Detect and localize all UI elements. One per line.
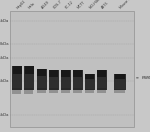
Bar <box>97 70 107 90</box>
Bar <box>73 70 82 90</box>
Bar <box>24 88 33 94</box>
Bar <box>24 66 34 90</box>
Bar <box>114 74 126 90</box>
Bar <box>85 89 94 93</box>
Bar <box>37 69 46 76</box>
Bar <box>97 88 106 93</box>
Bar <box>25 66 34 74</box>
Text: 40kDa: 40kDa <box>0 42 9 46</box>
Bar <box>12 66 22 90</box>
Bar <box>13 66 22 74</box>
Bar <box>12 88 21 94</box>
Bar <box>61 70 70 77</box>
Text: 15kDa: 15kDa <box>0 113 9 117</box>
Text: Hela: Hela <box>28 1 36 10</box>
Bar <box>10 11 134 127</box>
Text: PC-12: PC-12 <box>64 0 74 10</box>
Bar <box>85 74 95 90</box>
Bar <box>73 70 82 77</box>
Text: COS-7: COS-7 <box>52 0 63 10</box>
Text: A375: A375 <box>100 1 109 10</box>
Bar <box>85 74 94 79</box>
Bar <box>37 88 46 93</box>
Text: 35kDa: 35kDa <box>0 56 9 60</box>
Text: HepG2: HepG2 <box>16 0 27 10</box>
Bar <box>37 69 47 90</box>
Bar <box>61 88 70 93</box>
Text: 55kDa: 55kDa <box>0 19 9 23</box>
Bar <box>73 88 82 93</box>
Bar <box>97 70 106 77</box>
Text: Mouse skeletal muscle: Mouse skeletal muscle <box>119 0 149 10</box>
Text: A-549: A-549 <box>40 0 50 10</box>
Text: 25kDa: 25kDa <box>0 79 9 82</box>
Bar <box>49 70 58 77</box>
Bar <box>49 70 59 90</box>
Text: NCI-H460: NCI-H460 <box>88 0 103 10</box>
Bar <box>114 89 124 93</box>
Bar <box>49 88 58 93</box>
Text: PSMA6: PSMA6 <box>142 76 150 80</box>
Text: MCT7: MCT7 <box>76 0 86 10</box>
Bar <box>61 70 70 90</box>
Bar <box>115 74 125 79</box>
